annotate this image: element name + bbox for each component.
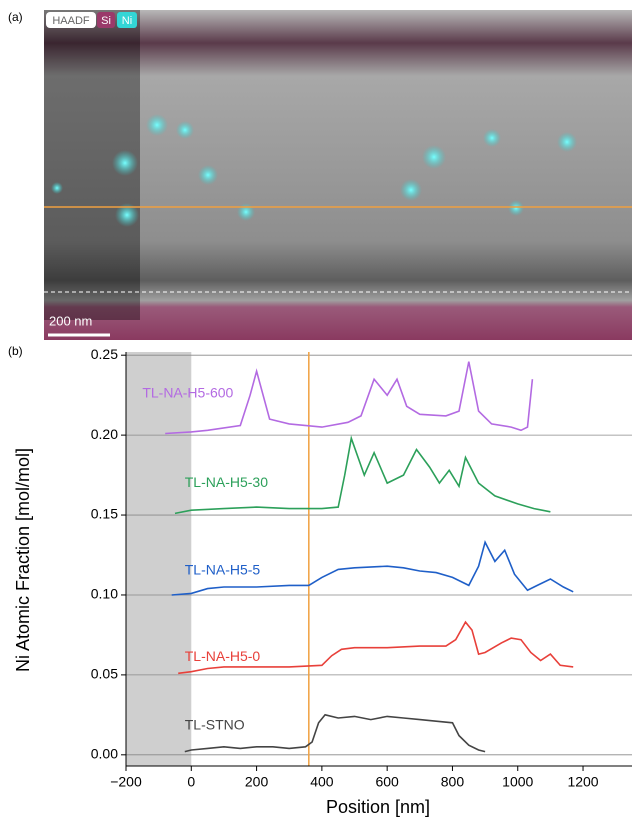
- series-line: [165, 361, 534, 435]
- ni-particles: [51, 114, 577, 227]
- series-line: [174, 435, 551, 515]
- channel-label: HAADF: [52, 15, 90, 27]
- panel-label: (b): [8, 344, 23, 358]
- series-line: [184, 713, 486, 753]
- channel-badge: [46, 12, 96, 28]
- x-tick-label: 800: [441, 774, 465, 790]
- x-tick-label: 200: [245, 774, 269, 790]
- y-axis-label: Ni Atomic Fraction [mol/mol]: [13, 448, 33, 672]
- x-tick-label: 0: [187, 774, 195, 790]
- y-tick-label: 0.25: [91, 346, 118, 362]
- series-label: TL-STNO: [185, 717, 245, 733]
- scale-bar-label: 200 nm: [49, 313, 92, 328]
- x-tick-label: −200: [110, 774, 142, 790]
- x-axis-label: Position [nm]: [326, 797, 430, 817]
- channel-label: Ni: [122, 15, 132, 27]
- series-line: [171, 539, 574, 596]
- shaded-region: [126, 352, 192, 766]
- channel-badge: [117, 12, 137, 28]
- micrograph: [44, 10, 632, 340]
- x-tick-label: 600: [375, 774, 399, 790]
- y-tick-label: 0.15: [91, 506, 118, 522]
- series-label: TL-NA-H5-5: [185, 562, 261, 578]
- panel-label: (a): [8, 10, 23, 24]
- series-label: TL-NA-H5-0: [185, 648, 261, 664]
- channel-label: Si: [101, 15, 111, 27]
- y-tick-label: 0.00: [91, 746, 118, 762]
- series-line: [178, 620, 574, 675]
- series-label: TL-NA-H5-30: [185, 474, 268, 490]
- y-tick-label: 0.05: [91, 666, 118, 682]
- channel-badge: [97, 12, 115, 28]
- series-label: TL-NA-H5-600: [142, 384, 233, 400]
- x-tick-label: 1200: [567, 774, 598, 790]
- x-tick-label: 400: [310, 774, 334, 790]
- y-tick-label: 0.20: [91, 426, 118, 442]
- x-tick-label: 1000: [502, 774, 533, 790]
- y-tick-label: 0.10: [91, 586, 118, 602]
